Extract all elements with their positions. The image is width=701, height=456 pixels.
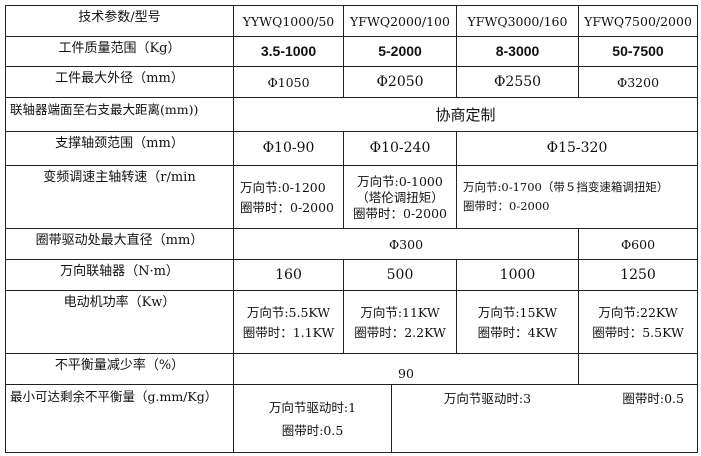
reduction-label: 不平衡量减少率（%） [5, 353, 234, 385]
coupling-row: 万向联轴器（N·m） 160 500 1000 1250 [5, 259, 698, 291]
coupling-label: 万向联轴器（N·m） [5, 259, 234, 291]
residual-left-a: 万向节驱动时:1 [268, 399, 357, 415]
speed-3-b: 圈带时：0-2000 [463, 198, 550, 213]
speed-1-a: 万向节:0-1200 [240, 179, 326, 195]
diameter-3: Φ2550 [456, 66, 579, 98]
reduction-value: 90 [233, 353, 579, 385]
diameter-4: Φ3200 [578, 66, 698, 98]
speed-3-a: 万向节:0-1700（带５挡变速箱调扭矩） [463, 179, 669, 194]
residual-row: 最小可达剩余不平衡量（g.mm/Kg） 万向节驱动时:1 圈带时:0.5 万向节驱… [5, 384, 698, 453]
power-1: 万向节:5.5KW 圈带时：1.1KW [233, 290, 344, 354]
mass-2: 5-2000 [343, 36, 457, 67]
power-3-b: 圈带时：4KW [477, 324, 558, 340]
mass-3: 8-3000 [456, 36, 579, 67]
distance-row: 联轴器端面至右支最大距离(mm)) 协商定制 [5, 97, 698, 132]
distance-label: 联轴器端面至右支最大距离(mm)) [5, 97, 234, 132]
residual-right-a: 万向节驱动时:3 [443, 391, 532, 406]
model-4: YFWQ7500/2000 [578, 5, 698, 37]
diameter-2: Φ2050 [343, 66, 457, 98]
coupling-3: 1000 [456, 259, 579, 291]
ring-1: Φ300 [233, 228, 579, 260]
mass-row: 工件质量范围（Kg） 3.5-1000 5-2000 8-3000 50-750… [5, 36, 698, 67]
speed-1: 万向节:0-1200 圈带时：0-2000 [233, 165, 344, 229]
power-2-a: 万向节:11KW [360, 304, 440, 320]
ring-2: Φ600 [578, 228, 698, 260]
mass-label: 工件质量范围（Kg） [5, 36, 234, 67]
residual-right-b: 圈带时:0.5 [622, 391, 684, 406]
residual-right: 万向节驱动时:3 圈带时:0.5 [391, 384, 698, 453]
speed-label: 变频调速主轴转速（r/min [5, 165, 234, 229]
residual-left-b: 圈带时:0.5 [281, 422, 344, 438]
speed-2-b: （塔伦调扭矩） [356, 189, 444, 205]
speed-1-b: 圈带时：0-2000 [240, 199, 334, 215]
power-row: 电动机功率（Kw） 万向节:5.5KW 圈带时：1.1KW 万向节:11KW 圈带时… [5, 290, 698, 354]
diameter-label: 工件最大外径（mm） [5, 66, 234, 98]
spec-table: 技术参数/型号 YYWQ1000/50 YFWQ2000/100 YFWQ300… [5, 5, 698, 453]
power-4-b: 圈带时：5.5KW [592, 324, 684, 340]
journal-row: 支撑轴颈范围（mm） Φ10-90 Φ10-240 Φ15-320 [5, 131, 698, 166]
diameter-1: Φ1050 [233, 66, 344, 98]
journal-2: Φ10-240 [343, 131, 457, 166]
power-1-a: 万向节:5.5KW [246, 304, 331, 320]
power-4: 万向节:22KW 圈带时：5.5KW [578, 290, 698, 354]
ring-row: 圈带驱动处最大直径（mm） Φ300 Φ600 [5, 228, 698, 260]
residual-left: 万向节驱动时:1 圈带时:0.5 [233, 384, 392, 453]
mass-1: 3.5-1000 [233, 36, 344, 67]
power-1-b: 圈带时：1.1KW [242, 324, 335, 340]
speed-row: 变频调速主轴转速（r/min 万向节:0-1200 圈带时：0-2000 万向节:… [5, 165, 698, 229]
power-3: 万向节:15KW 圈带时：4KW [456, 290, 579, 354]
coupling-1: 160 [233, 259, 344, 291]
speed-3: 万向节:0-1700（带５挡变速箱调扭矩） 圈带时：0-2000 [456, 165, 698, 229]
reduction-empty [578, 353, 698, 385]
header-row: 技术参数/型号 YYWQ1000/50 YFWQ2000/100 YFWQ300… [5, 5, 698, 37]
power-2: 万向节:11KW 圈带时：2.2KW [343, 290, 457, 354]
coupling-4: 1250 [578, 259, 698, 291]
speed-2: 万向节:0-1000 （塔伦调扭矩） 圈带时：0-2000 [343, 165, 457, 229]
journal-1: Φ10-90 [233, 131, 344, 166]
model-1: YYWQ1000/50 [233, 5, 344, 37]
diameter-row: 工件最大外径（mm） Φ1050 Φ2050 Φ2550 Φ3200 [5, 66, 698, 98]
residual-label: 最小可达剩余不平衡量（g.mm/Kg） [5, 384, 234, 453]
header-label: 技术参数/型号 [5, 5, 234, 37]
power-3-a: 万向节:15KW [477, 304, 558, 320]
ring-label: 圈带驱动处最大直径（mm） [5, 228, 234, 260]
journal-label: 支撑轴颈范围（mm） [5, 131, 234, 166]
coupling-2: 500 [343, 259, 457, 291]
power-2-b: 圈带时：2.2KW [354, 324, 446, 340]
distance-value: 协商定制 [233, 97, 698, 132]
speed-2-c: 圈带时：0-2000 [353, 205, 447, 221]
mass-4: 50-7500 [578, 36, 698, 67]
speed-2-a: 万向节:0-1000 [357, 173, 443, 189]
reduction-row: 不平衡量减少率（%） 90 [5, 353, 698, 385]
journal-3: Φ15-320 [456, 131, 698, 166]
power-4-a: 万向节:22KW [598, 304, 678, 320]
model-2: YFWQ2000/100 [343, 5, 457, 37]
model-3: YFWQ3000/160 [456, 5, 579, 37]
power-label: 电动机功率（Kw） [5, 290, 234, 354]
